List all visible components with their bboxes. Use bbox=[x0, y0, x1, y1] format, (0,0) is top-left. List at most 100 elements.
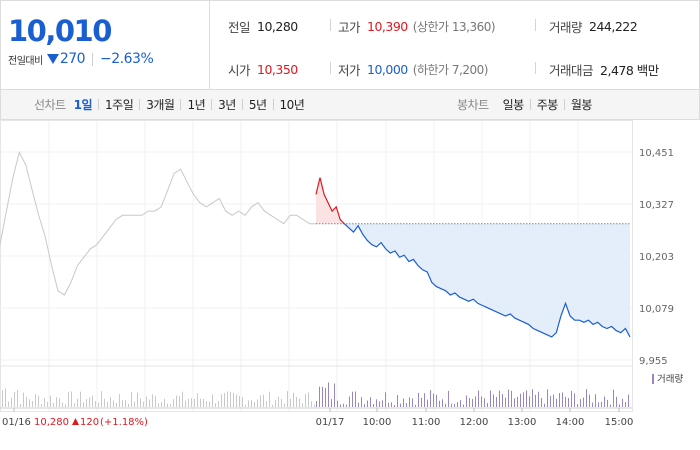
y-tick-label: 9,955 bbox=[639, 356, 668, 367]
tab-3y[interactable]: 3년 bbox=[218, 98, 236, 112]
tab-1d[interactable]: 1일 bbox=[73, 98, 93, 112]
volume-bar bbox=[107, 401, 108, 407]
volume-bar bbox=[352, 391, 353, 407]
volume-bar bbox=[53, 402, 54, 407]
volume-bar bbox=[481, 396, 482, 407]
volume-bar bbox=[47, 401, 48, 407]
volume-bar bbox=[589, 394, 590, 407]
stat-value: 244,222 bbox=[589, 19, 638, 34]
volume-bar bbox=[424, 393, 425, 407]
volume-bar bbox=[391, 402, 392, 407]
volume-bar bbox=[568, 397, 569, 407]
y-axis: 10,451 10,327 10,203 10,079 9,955 bbox=[639, 148, 674, 367]
tab-5y[interactable]: 5년 bbox=[248, 98, 267, 112]
volume-bar bbox=[364, 404, 365, 407]
stat-value: 10,350 bbox=[257, 62, 298, 77]
volume-bar bbox=[86, 399, 87, 407]
volume-bar bbox=[346, 404, 347, 407]
volume-bar bbox=[5, 388, 6, 407]
volume-bar bbox=[577, 404, 578, 407]
stat-open: 시가 10,350 bbox=[228, 60, 298, 79]
volume-bar bbox=[628, 394, 629, 407]
volume-bar bbox=[427, 399, 428, 407]
x-tick-label: 12:00 bbox=[460, 417, 489, 428]
volume-bar bbox=[8, 401, 9, 407]
volume-bar bbox=[430, 390, 431, 407]
x-tick-label: 15:00 bbox=[605, 417, 634, 428]
volume-bar bbox=[499, 390, 500, 407]
volume-bar bbox=[185, 400, 186, 407]
tab-daily[interactable]: 일봉 bbox=[502, 98, 525, 112]
volume-bar bbox=[607, 399, 608, 407]
volume-bar bbox=[565, 396, 566, 407]
stat-prev-close: 전일 10,280 bbox=[228, 17, 298, 36]
volume-bar bbox=[281, 398, 282, 407]
chart-lines bbox=[0, 150, 631, 338]
x-tick-label: 14:00 bbox=[556, 417, 585, 428]
volume-bar bbox=[101, 391, 102, 407]
volume-bar bbox=[475, 396, 476, 407]
y-tick-label: 10,203 bbox=[639, 252, 674, 263]
volume-bar bbox=[505, 397, 506, 407]
volume-bar bbox=[502, 394, 503, 407]
volume-bar bbox=[466, 395, 467, 407]
volume-bar bbox=[287, 391, 288, 407]
chart-frame bbox=[0, 120, 633, 412]
down-arrow-icon bbox=[46, 54, 59, 64]
change-row: 전일대비 270 −2.63% bbox=[8, 51, 209, 67]
tab-monthly[interactable]: 월봉 bbox=[570, 98, 593, 112]
volume-bar bbox=[305, 393, 306, 407]
volume-bar bbox=[80, 391, 81, 407]
divider bbox=[529, 99, 531, 110]
tab-1w[interactable]: 1주일 bbox=[105, 98, 134, 112]
volume-bar bbox=[77, 398, 78, 407]
divider bbox=[139, 99, 141, 110]
volume-bar bbox=[385, 392, 386, 407]
chart-fill bbox=[316, 177, 630, 337]
series-line-prev-day bbox=[0, 150, 316, 296]
volume-bar bbox=[62, 402, 63, 407]
tab-weekly[interactable]: 주봉 bbox=[536, 98, 559, 112]
volume-bar bbox=[421, 397, 422, 407]
volume-bar bbox=[230, 392, 231, 407]
volume-bar bbox=[23, 392, 24, 407]
volume-bar bbox=[131, 392, 132, 407]
stat-value: 10,280 bbox=[257, 19, 298, 34]
volume-legend-label: 거래량 bbox=[657, 373, 683, 385]
volume-bar bbox=[490, 390, 491, 407]
volume-bar bbox=[302, 403, 303, 407]
divider bbox=[92, 52, 94, 66]
price-chart: 10,451 10,327 10,203 10,079 9,955 01/17 10:00… bbox=[0, 120, 700, 450]
volume-bar bbox=[334, 383, 335, 407]
volume-bar bbox=[598, 402, 599, 407]
volume-bar bbox=[538, 391, 539, 407]
volume-bar bbox=[125, 400, 126, 407]
volume-bar bbox=[511, 390, 512, 407]
chart-tabs-bar: 선차트 1일 1주일 3개월 1년 3년 5년 10년 봉차트 일봉 주봉 월봉 bbox=[0, 90, 700, 120]
volume-bar bbox=[197, 393, 198, 407]
volume-bar bbox=[272, 404, 273, 407]
volume-bar bbox=[314, 404, 315, 407]
tab-3m[interactable]: 3개월 bbox=[146, 98, 175, 112]
volume-bar bbox=[311, 401, 312, 407]
volume-bar bbox=[415, 404, 416, 407]
volume-bar bbox=[319, 386, 320, 407]
volume-bar bbox=[17, 389, 18, 407]
volume-bar bbox=[122, 400, 123, 407]
stat-label: 고가 bbox=[338, 20, 361, 35]
volume-bar bbox=[188, 398, 189, 407]
volume-bar bbox=[209, 401, 210, 407]
y-tick-label: 10,079 bbox=[639, 304, 674, 315]
volume-bar bbox=[44, 398, 45, 407]
volume-bar bbox=[550, 396, 551, 407]
tab-10y[interactable]: 10년 bbox=[279, 98, 305, 112]
volume-bar bbox=[412, 398, 413, 407]
volume-bar bbox=[331, 399, 332, 407]
volume-bar bbox=[337, 400, 338, 407]
volume-bar bbox=[478, 390, 479, 407]
volume-bar bbox=[406, 403, 407, 407]
volume-bar bbox=[460, 400, 461, 407]
divider bbox=[330, 19, 331, 31]
tab-1y[interactable]: 1년 bbox=[187, 98, 206, 112]
volume-bar bbox=[559, 392, 560, 407]
